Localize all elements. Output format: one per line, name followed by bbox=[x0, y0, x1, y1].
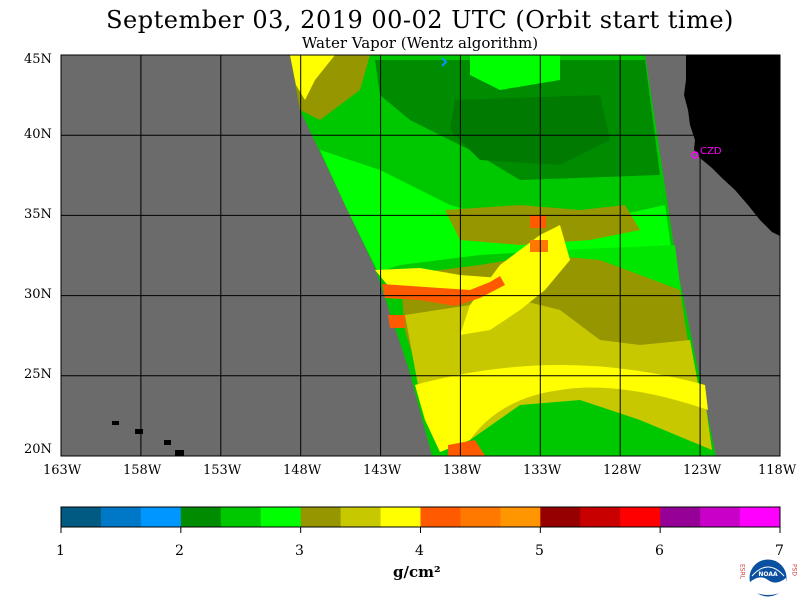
map-gridlines bbox=[61, 55, 780, 456]
colorbar-swatch bbox=[61, 507, 102, 527]
lat-label: 20N bbox=[24, 442, 52, 457]
lat-label: 40N bbox=[24, 127, 52, 142]
orange-patch-south bbox=[448, 440, 485, 456]
hawaii-island bbox=[175, 450, 184, 456]
colorbar-tick-label: 2 bbox=[175, 543, 184, 559]
north-america-land bbox=[684, 55, 780, 236]
map-frame bbox=[60, 54, 781, 457]
colorbar-swatch bbox=[620, 507, 661, 527]
lon-label: 143W bbox=[363, 463, 402, 478]
colorbar-tick-label: 6 bbox=[655, 543, 664, 559]
logo-left-letters: ESRL bbox=[739, 564, 746, 580]
colorbar-swatch bbox=[180, 507, 222, 527]
bright-green-band bbox=[320, 150, 672, 272]
lon-label: 138W bbox=[443, 463, 482, 478]
colorbar-swatch bbox=[660, 507, 701, 527]
lon-label: 163W bbox=[43, 463, 82, 478]
yellow-arc-south bbox=[415, 365, 708, 452]
colorbar-tick-label: 7 bbox=[775, 543, 784, 559]
dark-green-patch bbox=[450, 95, 610, 165]
logo-center-text: NOAA bbox=[758, 571, 778, 578]
orange-patch bbox=[388, 315, 405, 328]
lon-label: 123W bbox=[683, 463, 722, 478]
colorbar-swatch bbox=[140, 507, 182, 527]
colorbar-tick-label: 1 bbox=[56, 543, 65, 559]
colorbar-swatch bbox=[300, 507, 342, 527]
bright-green-patch bbox=[470, 55, 560, 90]
colorbar-swatch bbox=[340, 507, 382, 527]
map-title: September 03, 2019 00-02 UTC (Orbit star… bbox=[106, 6, 734, 34]
colorbar bbox=[60, 506, 781, 533]
hawaii-island bbox=[135, 429, 143, 434]
colorbar-tick-label: 5 bbox=[535, 543, 544, 559]
colorbar-swatch bbox=[700, 507, 741, 527]
colorbar-swatch bbox=[260, 507, 302, 527]
orange-patch-2 bbox=[530, 215, 546, 228]
station-marker bbox=[691, 151, 699, 159]
lat-label: 45N bbox=[24, 52, 52, 67]
satellite-swath bbox=[290, 55, 716, 456]
colorbar-swatch bbox=[540, 507, 581, 527]
colorbar-swatch bbox=[740, 507, 781, 527]
colorbar-swatch bbox=[460, 507, 501, 527]
orange-plume bbox=[382, 276, 505, 306]
lon-label: 133W bbox=[523, 463, 562, 478]
lat-label: 30N bbox=[24, 287, 52, 302]
logo-right-letters: PSD bbox=[791, 564, 798, 576]
colorbar-swatch bbox=[420, 507, 461, 527]
lon-label: 148W bbox=[283, 463, 322, 478]
lon-label: 128W bbox=[603, 463, 642, 478]
lat-label: 35N bbox=[24, 207, 52, 222]
blue-marker bbox=[441, 57, 448, 67]
colorbar-units: g/cm² bbox=[393, 563, 441, 581]
lon-label: 158W bbox=[123, 463, 162, 478]
colorbar-swatch bbox=[580, 507, 621, 527]
colorbar-tick-label: 3 bbox=[295, 543, 304, 559]
lon-label: 153W bbox=[203, 463, 242, 478]
yellow-diagonal-band bbox=[460, 225, 570, 335]
hawaii-island bbox=[112, 421, 119, 425]
map-subtitle: Water Vapor (Wentz algorithm) bbox=[301, 34, 539, 52]
colorbar-swatch bbox=[500, 507, 541, 527]
station-label: CZD bbox=[700, 146, 722, 157]
hawaii-island bbox=[164, 440, 171, 445]
colorbar-swatch bbox=[380, 507, 421, 527]
colorbar-swatch bbox=[100, 507, 142, 527]
colorbar-tick-label: 4 bbox=[415, 543, 424, 559]
colorbar-swatch bbox=[220, 507, 262, 527]
yellow-west-edge bbox=[290, 55, 335, 100]
lat-label: 25N bbox=[24, 367, 52, 382]
noaa-logo: NOAA ESRL PSD bbox=[739, 558, 798, 598]
lon-label: 118W bbox=[758, 463, 797, 478]
orange-patch-3 bbox=[530, 240, 548, 252]
